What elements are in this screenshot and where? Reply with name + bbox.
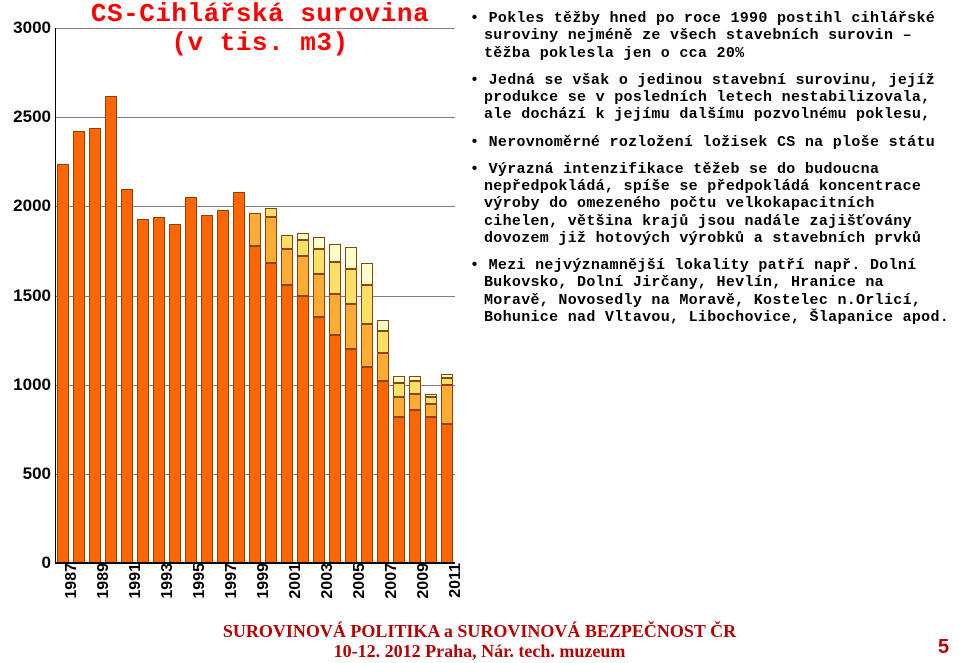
bar-segment: [409, 376, 422, 381]
bar-segment: [313, 317, 326, 563]
bullet-item: • Výrazná intenzifikace těžeb se do budo…: [470, 161, 950, 247]
bar-segment: [377, 331, 390, 352]
x-tick-label: 1995: [185, 563, 209, 599]
bar-segment: [57, 164, 70, 563]
bar-segment: [329, 262, 342, 294]
x-tick-label: 1987: [57, 563, 81, 599]
bar-segment: [249, 213, 262, 245]
bar-segment: [89, 128, 102, 563]
x-tick-label: 1993: [153, 563, 177, 599]
x-tick-label: 2007: [377, 563, 401, 599]
bar-segment: [441, 374, 454, 378]
bar-segment: [281, 235, 294, 249]
x-tick-label: 2005: [345, 563, 369, 599]
bar-segment: [313, 249, 326, 274]
bar-segment: [265, 263, 278, 563]
bar-segment: [425, 404, 438, 416]
bar-segment: [345, 349, 358, 563]
bar-segment: [441, 424, 454, 563]
bar-segment: [297, 233, 310, 240]
bar-segment: [361, 263, 374, 284]
bar-segment: [297, 296, 310, 564]
bar-segment: [265, 217, 278, 263]
bar-segment: [393, 397, 406, 417]
bar-segment: [409, 410, 422, 563]
bar-segment: [153, 217, 166, 563]
bar-segment: [281, 285, 294, 563]
bar-segment: [137, 219, 150, 563]
bar-segment: [185, 197, 198, 563]
bar-segment: [345, 304, 358, 349]
bar-segment: [441, 378, 454, 385]
bar-segment: [345, 247, 358, 268]
bar-segment: [121, 189, 134, 564]
footer: SUROVINOVÁ POLITIKA a SUROVINOVÁ BEZPEČN…: [0, 622, 959, 662]
bar-segment: [329, 335, 342, 563]
x-tick-label: 1989: [89, 563, 113, 599]
chart-area: 0500100015002000250030001987198919911993…: [55, 28, 455, 563]
bar-segment: [393, 383, 406, 397]
bar-segment: [297, 256, 310, 295]
bar-segment: [425, 394, 438, 398]
y-tick-label: 2500: [13, 107, 55, 127]
bar-segment: [297, 240, 310, 256]
bar-segment: [441, 385, 454, 424]
bar-segment: [313, 274, 326, 317]
bar-segment: [377, 353, 390, 382]
bar-segment: [393, 417, 406, 563]
bar-segment: [393, 376, 406, 383]
bar-segment: [361, 367, 374, 563]
bar-segment: [201, 215, 214, 563]
page-number: 5: [938, 636, 949, 659]
x-axis: [55, 562, 455, 563]
y-tick-label: 2000: [13, 196, 55, 216]
x-tick-label: 1991: [121, 563, 145, 599]
x-tick-label: 1999: [249, 563, 273, 599]
bar-segment: [425, 417, 438, 563]
bar-segment: [345, 269, 358, 305]
bar-segment: [409, 394, 422, 410]
x-tick-label: 2003: [313, 563, 337, 599]
x-tick-label: 1997: [217, 563, 241, 599]
y-axis: [55, 28, 56, 563]
x-tick-label: 2011: [441, 563, 465, 598]
bar-segment: [377, 320, 390, 331]
bar-segment: [377, 381, 390, 563]
bar-segment: [249, 246, 262, 563]
y-tick-label: 1000: [13, 375, 55, 395]
bar-segment: [329, 294, 342, 335]
y-tick-label: 1500: [13, 286, 55, 306]
bar-segment: [233, 192, 246, 563]
x-tick-label: 2001: [281, 563, 305, 599]
y-tick-label: 0: [42, 553, 55, 573]
bullet-list: • Pokles těžby hned po roce 1990 postihl…: [470, 10, 950, 336]
bar-segment: [217, 210, 230, 563]
bullet-item: • Nerovnoměrné rozložení ložisek CS na p…: [470, 134, 950, 151]
bar-segment: [313, 237, 326, 249]
gridline: [55, 28, 455, 29]
x-tick-label: 2009: [409, 563, 433, 599]
bar-segment: [425, 397, 438, 404]
bullet-item: • Pokles těžby hned po roce 1990 postihl…: [470, 10, 950, 62]
bar-segment: [329, 244, 342, 262]
footer-line1: SUROVINOVÁ POLITIKA a SUROVINOVÁ BEZPEČN…: [0, 622, 959, 642]
bullet-item: • Jedná se však o jedinou stavební surov…: [470, 72, 950, 124]
bullet-item: • Mezi nejvýznamnější lokality patří nap…: [470, 257, 950, 326]
bar-segment: [265, 208, 278, 217]
bar-segment: [361, 324, 374, 367]
bar-segment: [169, 224, 182, 563]
bar-segment: [105, 96, 118, 563]
bar-segment: [73, 131, 86, 563]
y-tick-label: 3000: [13, 18, 55, 38]
plot-area: 0500100015002000250030001987198919911993…: [55, 28, 455, 563]
y-tick-label: 500: [23, 464, 55, 484]
bar-segment: [281, 249, 294, 285]
bar-segment: [361, 285, 374, 324]
bar-segment: [409, 381, 422, 393]
footer-line2: 10-12. 2012 Praha, Nár. tech. muzeum: [0, 642, 959, 662]
